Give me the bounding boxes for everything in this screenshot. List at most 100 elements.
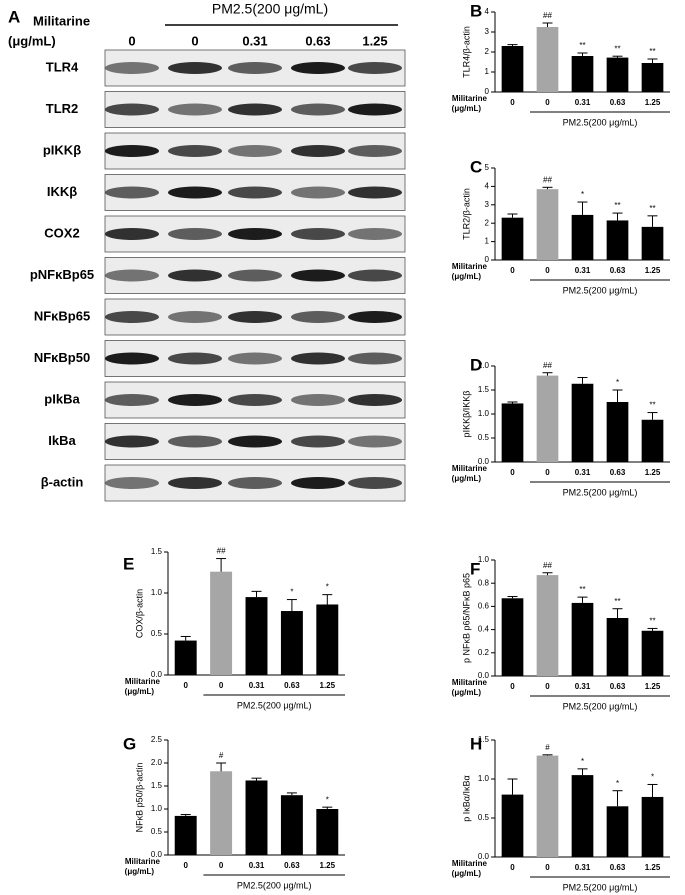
band: [228, 394, 282, 406]
significance: ##: [543, 361, 552, 370]
y-tick-label: 0.0: [478, 671, 490, 680]
bar: [280, 611, 303, 675]
y-tick-label: 3: [485, 200, 490, 209]
band: [168, 145, 222, 157]
significance: *: [326, 795, 329, 804]
dose-label: 0.63: [305, 33, 330, 48]
x-tick-label: 0.31: [575, 682, 591, 691]
x-tick-label: 0: [545, 682, 550, 691]
y-tick-label: 5: [485, 163, 490, 172]
bar: [641, 63, 664, 92]
bar: [571, 383, 594, 462]
y-axis-label: pIKKβ/IKKβ: [461, 391, 471, 438]
y-tick-label: 2: [485, 47, 490, 56]
band: [168, 435, 222, 448]
significance: *: [581, 190, 584, 199]
y-tick-label: 1: [485, 237, 490, 246]
y-tick-label: 1.5: [151, 781, 163, 790]
y-tick-label: 0: [485, 87, 490, 96]
row-label: Militarine: [125, 857, 161, 866]
x-tick-label: 0.63: [610, 682, 626, 691]
band: [168, 269, 222, 282]
bar: [245, 597, 268, 675]
band: [105, 352, 159, 365]
band: [228, 228, 282, 240]
band: [348, 435, 402, 448]
bar: [501, 46, 524, 92]
significance: **: [614, 44, 620, 53]
band: [105, 103, 159, 116]
x-tick-label: 1.25: [645, 682, 661, 691]
y-tick-label: 4: [485, 7, 490, 16]
bar: [536, 575, 559, 676]
y-tick-label: 1.0: [151, 804, 163, 813]
band: [228, 477, 282, 489]
band: [105, 477, 159, 489]
band: [228, 435, 282, 448]
band: [291, 145, 345, 157]
band: [291, 477, 345, 489]
pm-label: PM2.5(200 μg/mL): [212, 1, 328, 17]
panel-letter: D: [470, 355, 482, 374]
panel-letter: A: [8, 7, 20, 26]
pm-label: PM2.5(200 μg/mL): [237, 700, 312, 710]
x-tick-label: 0.31: [575, 98, 591, 107]
x-tick-label: 0: [545, 98, 550, 107]
bar: [571, 602, 594, 676]
band: [291, 62, 345, 74]
band: [168, 477, 222, 489]
bar: [501, 217, 524, 260]
bar: [606, 618, 629, 676]
x-tick-label: 1.25: [645, 863, 661, 872]
protein-label: pIkBa: [44, 391, 80, 406]
x-tick-label: 1.25: [645, 468, 661, 477]
y-axis-label: p IκBα/IκBα: [461, 775, 471, 821]
band: [348, 145, 402, 157]
x-tick-label: 0: [219, 861, 224, 870]
x-tick-label: 0.31: [249, 861, 265, 870]
bar: [210, 771, 233, 855]
x-tick-label: 0.31: [575, 468, 591, 477]
band: [228, 103, 282, 116]
panel-letter: B: [470, 1, 482, 20]
dose-label: 0: [191, 33, 198, 48]
significance: **: [579, 41, 585, 50]
band: [348, 103, 402, 116]
y-tick-label: 0.8: [478, 578, 490, 587]
band: [291, 394, 345, 406]
band: [291, 228, 345, 240]
significance: **: [614, 201, 620, 210]
significance: *: [290, 588, 293, 597]
y-axis-label: TLR2/β-actin: [461, 188, 471, 240]
row-label: Militarine: [452, 464, 488, 473]
band: [228, 145, 282, 157]
band: [348, 269, 402, 282]
pm-label: PM2.5(200 μg/mL): [563, 285, 638, 295]
y-tick-label: 0.5: [478, 433, 490, 442]
bar: [174, 815, 197, 855]
row-label: Militarine: [33, 13, 90, 28]
x-tick-label: 0.63: [284, 861, 300, 870]
row-unit: (μg/mL): [452, 272, 482, 281]
bar: [606, 402, 629, 462]
row-label: Militarine: [125, 677, 161, 686]
x-tick-label: 0: [510, 863, 515, 872]
row-unit: (μg/mL): [452, 688, 482, 697]
pm-label: PM2.5(200 μg/mL): [563, 117, 638, 127]
protein-label: IKKβ: [47, 184, 77, 199]
x-tick-label: 1.25: [320, 861, 336, 870]
significance: ##: [543, 175, 552, 184]
bar: [536, 27, 559, 92]
bar: [641, 796, 664, 857]
band: [291, 435, 345, 448]
y-tick-label: 1.5: [478, 385, 490, 394]
band: [168, 394, 222, 406]
row-unit: (μg/mL): [125, 687, 155, 696]
bar: [536, 755, 559, 857]
bar: [536, 375, 559, 462]
band: [105, 228, 159, 240]
x-tick-label: 0: [510, 266, 515, 275]
protein-label: IkBa: [48, 433, 76, 448]
x-tick-label: 0.31: [575, 266, 591, 275]
